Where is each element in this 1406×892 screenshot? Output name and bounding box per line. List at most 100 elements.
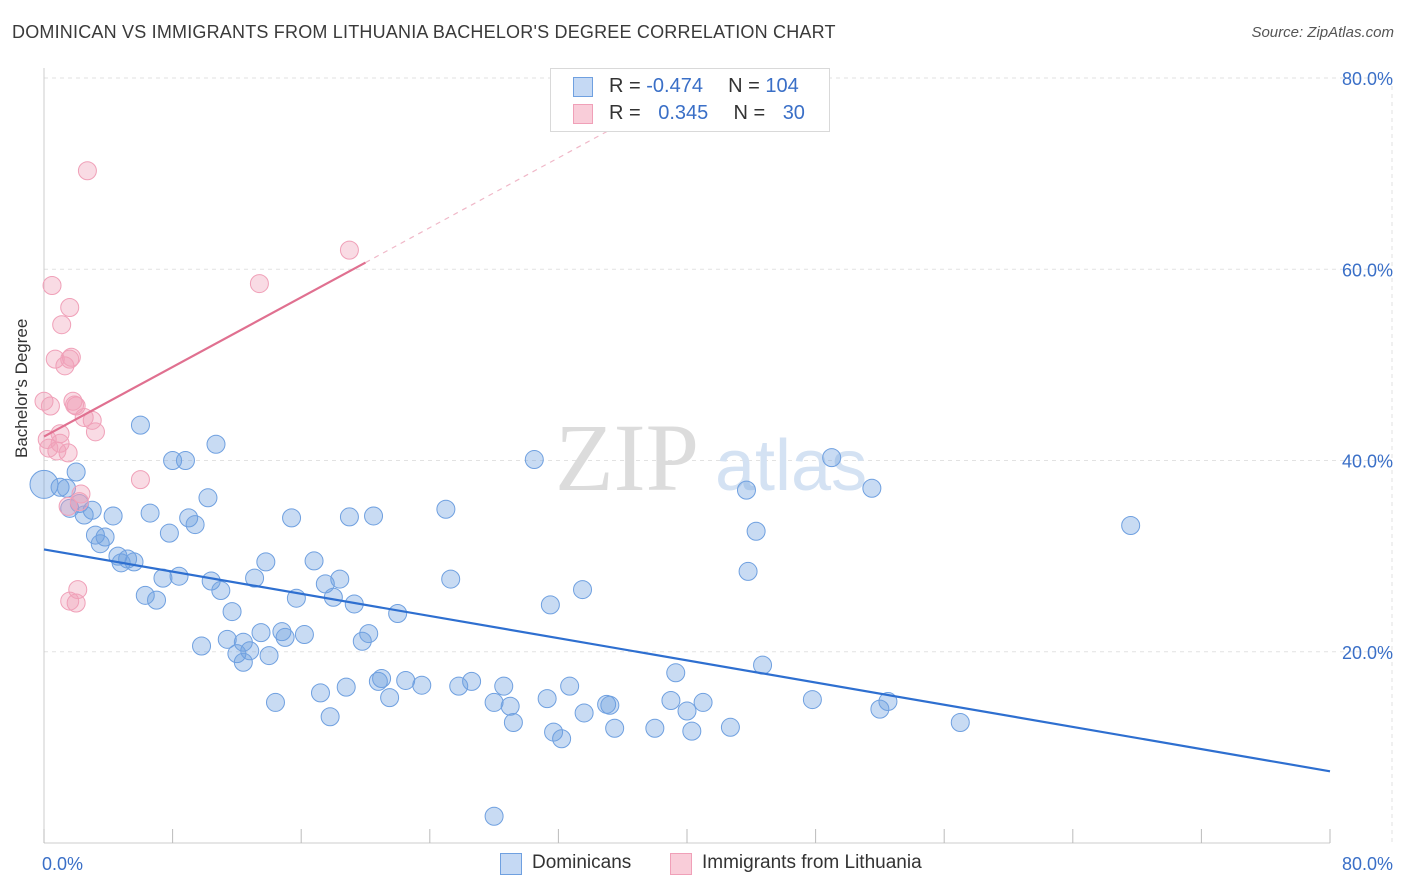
data-point-lithuania	[58, 496, 78, 516]
data-point-dominicans	[870, 699, 890, 719]
data-point-dominicans	[552, 729, 572, 749]
legend-r-value: -0.474	[646, 75, 703, 97]
data-point-lithuania	[60, 298, 80, 317]
data-point-dominicans	[135, 585, 155, 605]
legend-n-value: 30	[782, 102, 805, 124]
data-point-dominicans	[90, 534, 110, 554]
bottom-legend-swatch-pink	[670, 853, 692, 875]
data-point-dominicans	[175, 451, 195, 470]
trend-line-dominicans	[43, 548, 1331, 773]
data-point-dominicans	[441, 569, 461, 589]
watermark-atlas: atlas	[715, 426, 867, 506]
data-point-dominicans	[484, 692, 504, 712]
x-tick-label: 0.0%	[42, 854, 83, 874]
trend-line-lithuania	[43, 261, 367, 438]
data-point-dominicans	[330, 569, 350, 589]
y-axis-label: Bachelor's Degree	[12, 318, 31, 458]
chart-title: DOMINICAN VS IMMIGRANTS FROM LITHUANIA B…	[12, 22, 836, 42]
data-point-dominicans	[364, 506, 384, 526]
bottom-legend-label: Immigrants from Lithuania	[702, 852, 922, 873]
data-point-dominicans	[412, 675, 432, 695]
data-point-dominicans	[50, 477, 70, 497]
data-point-dominicans	[259, 646, 279, 666]
data-point-dominicans	[336, 677, 356, 697]
data-point-dominicans	[462, 671, 482, 691]
data-point-dominicans	[720, 717, 740, 737]
data-point-dominicans	[682, 721, 702, 741]
data-point-dominicans	[310, 683, 330, 703]
data-point-dominicans	[256, 552, 276, 572]
data-point-lithuania	[42, 276, 62, 296]
data-point-dominicans	[484, 806, 504, 826]
data-point-dominicans	[574, 703, 594, 723]
data-point-dominicans	[605, 718, 625, 738]
data-point-dominicans	[198, 488, 218, 508]
data-point-dominicans	[368, 671, 388, 691]
data-point-dominicans	[1121, 516, 1141, 536]
trend-line-lithuania-extension	[365, 122, 623, 264]
data-point-dominicans	[147, 590, 167, 610]
data-point-dominicans	[494, 676, 514, 696]
data-point-lithuania	[69, 492, 89, 512]
data-point-lithuania	[58, 443, 78, 463]
data-point-lithuania	[249, 274, 269, 294]
data-point-dominicans	[396, 670, 416, 690]
data-point-dominicans	[185, 515, 205, 535]
data-point-dominicans	[140, 503, 160, 523]
legend-r-value: 0.345	[658, 102, 709, 124]
data-point-dominicans	[822, 448, 842, 468]
data-point-dominicans	[677, 701, 697, 721]
data-point-dominicans	[282, 508, 302, 528]
y-tick-label: 60.0%	[1342, 260, 1393, 280]
data-point-dominicans	[159, 523, 179, 543]
legend-r-label: R =	[609, 75, 641, 97]
data-point-dominicans	[352, 631, 372, 651]
legend-n-label: N =	[728, 75, 760, 97]
data-point-dominicans	[862, 478, 882, 498]
data-point-dominicans	[560, 676, 580, 696]
y-tick-label: 20.0%	[1342, 643, 1393, 663]
data-point-dominicans	[169, 566, 189, 586]
data-point-dominicans	[693, 692, 713, 712]
legend: R = -0.474 N = 104 R = 0.345 N = 30	[550, 68, 830, 132]
data-point-lithuania	[40, 396, 60, 416]
data-point-dominicans	[95, 527, 115, 547]
data-point-dominicans	[802, 690, 822, 710]
data-point-dominicans	[320, 707, 340, 727]
data-point-dominicans	[738, 561, 758, 581]
data-point-lithuania	[52, 315, 72, 335]
legend-n-label: N =	[733, 102, 766, 124]
y-tick-label: 80.0%	[1342, 69, 1393, 89]
data-point-dominicans	[537, 689, 557, 709]
data-point-lithuania	[339, 240, 359, 260]
watermark: ZIP atlas	[555, 404, 867, 511]
data-point-dominicans	[449, 676, 469, 696]
x-tick-label: 80.0%	[1342, 854, 1393, 874]
data-point-dominicans	[388, 604, 408, 623]
data-point-dominicans	[233, 632, 253, 652]
data-point-dominicans	[211, 581, 231, 601]
data-point-dominicans	[359, 624, 379, 644]
data-point-dominicans	[130, 415, 150, 435]
data-point-dominicans	[573, 580, 593, 600]
data-point-dominicans	[103, 506, 123, 526]
data-point-dominicans	[544, 722, 564, 742]
data-point-dominicans	[950, 713, 970, 733]
data-point-dominicans	[500, 696, 520, 716]
legend-swatch-blue	[573, 77, 593, 97]
source-label: Source: ZipAtlas.com	[1251, 24, 1394, 41]
data-point-lithuania	[61, 347, 81, 367]
data-point-dominicans	[746, 521, 766, 541]
data-point-lithuania	[50, 433, 70, 453]
data-point-dominicans	[85, 525, 105, 545]
data-point-dominicans	[666, 663, 686, 683]
legend-n-value: 104	[765, 75, 799, 97]
data-point-dominicans	[436, 499, 456, 519]
watermark-zip: ZIP	[555, 404, 699, 511]
data-point-lithuania	[68, 580, 88, 600]
data-point-lithuania	[85, 422, 105, 442]
data-point-dominicans	[304, 551, 324, 571]
data-point-dominicans	[206, 434, 226, 454]
data-point-dominicans	[339, 507, 359, 527]
